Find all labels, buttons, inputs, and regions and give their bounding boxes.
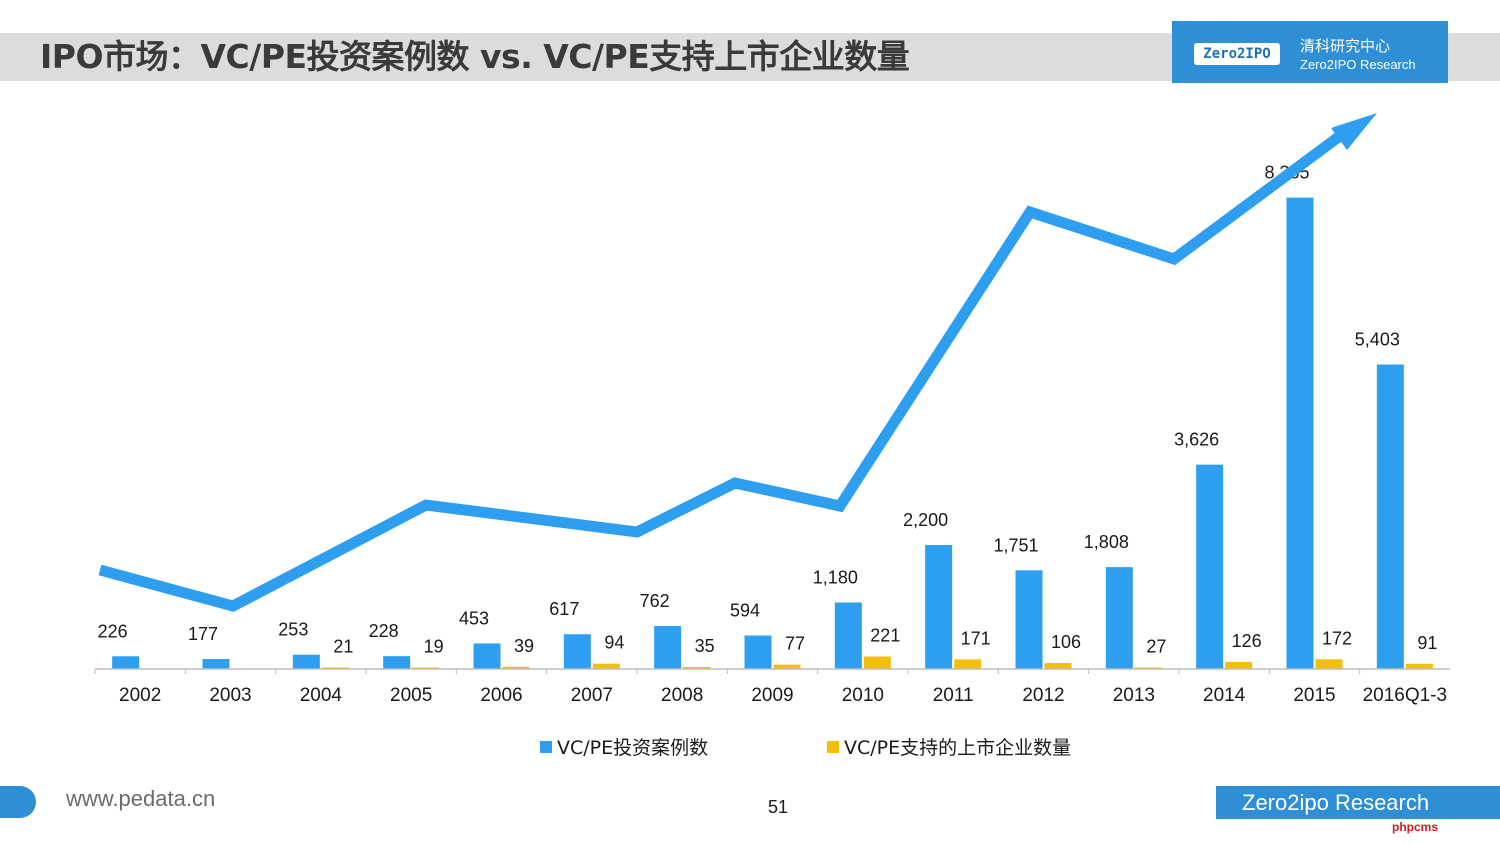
bar-investments [1015,570,1043,669]
data-label-ipos: 19 [424,637,444,657]
x-tick-label: 2003 [209,685,251,706]
zero2ipo-logo: Zero2IPO 清科研究中心 Zero2IPO Research [1172,21,1448,83]
bar-investments [1196,464,1224,669]
data-label-investments: 253 [278,620,308,640]
bar-investments [292,654,320,669]
data-label-ipos: 221 [870,626,900,646]
bar-investments [834,602,862,669]
x-tick-label: 2008 [661,685,703,706]
page-title: IPO市场：VC/PE投资案例数 vs. VC/PE支持上市企业数量 [40,37,910,76]
footer-url[interactable]: www.pedata.cn [66,786,216,811]
bar-investments [112,656,140,669]
data-label-investments: 2,200 [903,510,948,530]
bar-ipos [1134,667,1162,669]
bar-ipos [863,656,891,669]
trend-arrow-line [98,122,1356,612]
logo-badge: Zero2IPO [1194,43,1280,65]
watermark: phpcms [1392,820,1439,834]
bar-investments [654,626,682,669]
bar-ipos [1405,663,1433,669]
x-tick-label: 2015 [1293,685,1335,706]
x-tick-label: 2010 [842,685,884,706]
data-label-ipos: 91 [1417,633,1437,653]
footer-decoration [0,786,36,818]
legend-item-ipos: VC/PE支持的上市企业数量 [827,733,1071,760]
bar-ipos [502,666,530,669]
data-label-investments: 5,403 [1355,330,1400,350]
data-label-investments: 228 [369,621,399,641]
data-label-investments: 453 [459,608,489,628]
data-label-ipos: 172 [1322,628,1352,648]
data-label-ipos: 35 [695,636,715,656]
bar-investments [1286,197,1314,669]
legend-label-investments: VC/PE投资案例数 [557,737,709,759]
data-label-investments: 762 [640,591,670,611]
x-tick-label: 2002 [119,685,161,706]
x-tick-label: 2012 [1022,685,1064,706]
bar-ipos [592,663,620,669]
x-tick-label: 2011 [933,685,974,706]
bar-ipos [1225,661,1253,669]
data-label-investments: 1,808 [1084,532,1129,552]
bar-investments [473,643,501,669]
data-label-investments: 177 [188,624,218,644]
bar-investments [744,635,772,669]
data-label-ipos: 106 [1051,632,1081,652]
legend-item-investments: VC/PE投资案例数 [540,733,708,760]
bar-investments [383,656,411,669]
x-tick-label: 2007 [571,685,613,706]
bar-ipos [954,659,982,669]
bar-ipos [1315,659,1343,669]
data-label-investments: 1,751 [993,535,1038,555]
legend-label-ipos: VC/PE支持的上市企业数量 [844,737,1072,759]
data-label-investments: 617 [549,599,579,619]
data-label-investments: 1,180 [813,568,858,588]
bar-investments [925,545,953,669]
data-label-ipos: 39 [514,636,534,656]
legend-swatch-ipos [827,741,839,753]
data-label-ipos: 77 [785,634,805,654]
bar-investments [563,634,591,669]
x-tick-label: 2004 [300,685,343,706]
data-label-investments: 594 [730,601,760,621]
bar-investments [1376,364,1404,669]
x-tick-label: 2013 [1113,685,1155,706]
bar-investments [202,659,230,669]
data-label-ipos: 27 [1146,636,1166,656]
data-label-ipos: 21 [333,637,353,657]
page-number: 51 [768,797,789,817]
x-tick-label: 2016Q1-3 [1363,685,1448,706]
bar-ipos [683,667,711,669]
footer-brand: Zero2ipo Research [1216,786,1500,819]
data-label-ipos: 171 [961,628,991,648]
x-tick-label: 2014 [1203,685,1246,706]
bar-ipos [773,664,801,669]
x-tick-label: 2009 [751,685,793,706]
logo-english-name: Zero2IPO Research [1300,57,1416,72]
bar-investments [1105,567,1133,669]
bar-ipos [1044,663,1072,669]
trend-arrow-head [1331,113,1377,150]
data-label-investments: 3,626 [1174,430,1219,450]
data-label-ipos: 126 [1232,631,1262,651]
data-label-investments: 226 [98,621,128,641]
x-tick-label: 2005 [390,685,432,706]
data-label-ipos: 94 [604,633,624,653]
legend-swatch-investments [540,741,552,753]
logo-chinese-name: 清科研究中心 [1300,37,1391,55]
x-tick-label: 2006 [480,685,522,706]
